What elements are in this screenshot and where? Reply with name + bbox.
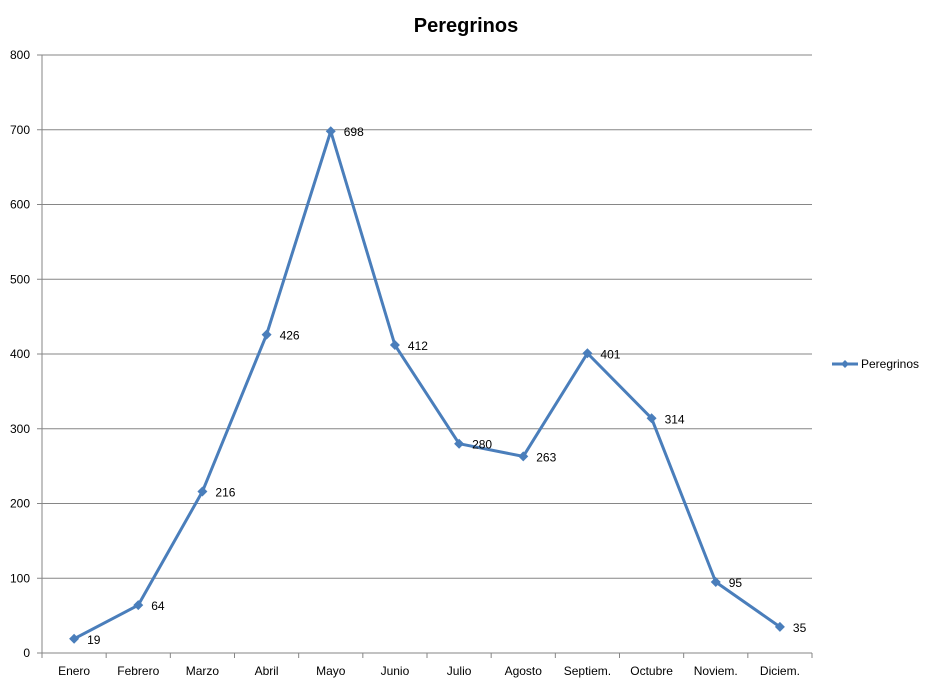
- data-label-2: 216: [215, 486, 235, 500]
- data-labels: 19 64 216 426 698 412 280 263 401 314 95 35: [87, 125, 807, 647]
- data-point-1: [133, 600, 144, 611]
- x-tick-label-11: Diciem.: [760, 664, 800, 678]
- x-tick-label-8: Septiem.: [564, 664, 611, 678]
- data-point-4: [325, 126, 336, 137]
- data-point-8: [582, 348, 593, 359]
- gridlines: [42, 54, 812, 579]
- y-tick-label-200: 200: [10, 497, 30, 511]
- y-tick-label-300: 300: [10, 422, 30, 436]
- data-point-9: [646, 413, 657, 424]
- data-label-3: 426: [280, 329, 300, 343]
- x-tick-label-5: Junio: [381, 664, 410, 678]
- legend-marker: [841, 360, 849, 368]
- x-tick-label-9: Octubre: [630, 664, 673, 678]
- series-line-0: [73, 129, 781, 641]
- data-point-6: [454, 438, 465, 449]
- data-point-10: [710, 576, 721, 587]
- y-tick-label-800: 800: [10, 48, 30, 62]
- data-label-7: 263: [536, 450, 556, 464]
- legend-label: Peregrinos: [861, 357, 919, 371]
- x-tick-label-10: Noviem.: [694, 664, 738, 678]
- data-point-3: [261, 329, 272, 340]
- data-point-7: [518, 451, 529, 462]
- y-tick-label-600: 600: [10, 198, 30, 212]
- x-tick-label-3: Abril: [255, 664, 279, 678]
- y-tick-label-700: 700: [10, 123, 30, 137]
- x-tick-label-6: Julio: [447, 664, 472, 678]
- x-tick-label-1: Febrero: [117, 664, 159, 678]
- data-label-6: 280: [472, 438, 492, 452]
- x-tick-label-0: Enero: [58, 664, 90, 678]
- x-tick-label-7: Agosto: [505, 664, 543, 678]
- chart-title: Peregrinos: [414, 15, 518, 37]
- data-label-1: 64: [151, 599, 165, 613]
- data-label-9: 314: [665, 412, 685, 426]
- data-label-4: 698: [344, 125, 364, 139]
- y-tick-label-500: 500: [10, 272, 30, 286]
- legend: Peregrinos: [832, 357, 919, 371]
- data-label-8: 401: [600, 347, 620, 361]
- data-point-5: [389, 340, 400, 351]
- x-tick-label-2: Marzo: [186, 664, 220, 678]
- data-label-10: 95: [729, 576, 743, 590]
- x-tick-label-4: Mayo: [316, 664, 346, 678]
- data-point-2: [197, 486, 208, 497]
- series-group: [69, 126, 785, 644]
- data-point-11: [774, 621, 785, 632]
- y-axis-ticks: 0 100 200 300 400 500 600 700 800: [10, 48, 42, 660]
- y-tick-label-0: 0: [23, 646, 30, 660]
- y-tick-label-400: 400: [10, 347, 30, 361]
- data-label-11: 35: [793, 621, 807, 635]
- data-point-0: [69, 633, 80, 644]
- x-axis-ticks: Enero Febrero Marzo Abril Mayo Junio Julio Agos…: [41, 653, 813, 678]
- data-label-0: 19: [87, 633, 101, 647]
- y-tick-label-100: 100: [10, 571, 30, 585]
- data-label-5: 412: [408, 339, 428, 353]
